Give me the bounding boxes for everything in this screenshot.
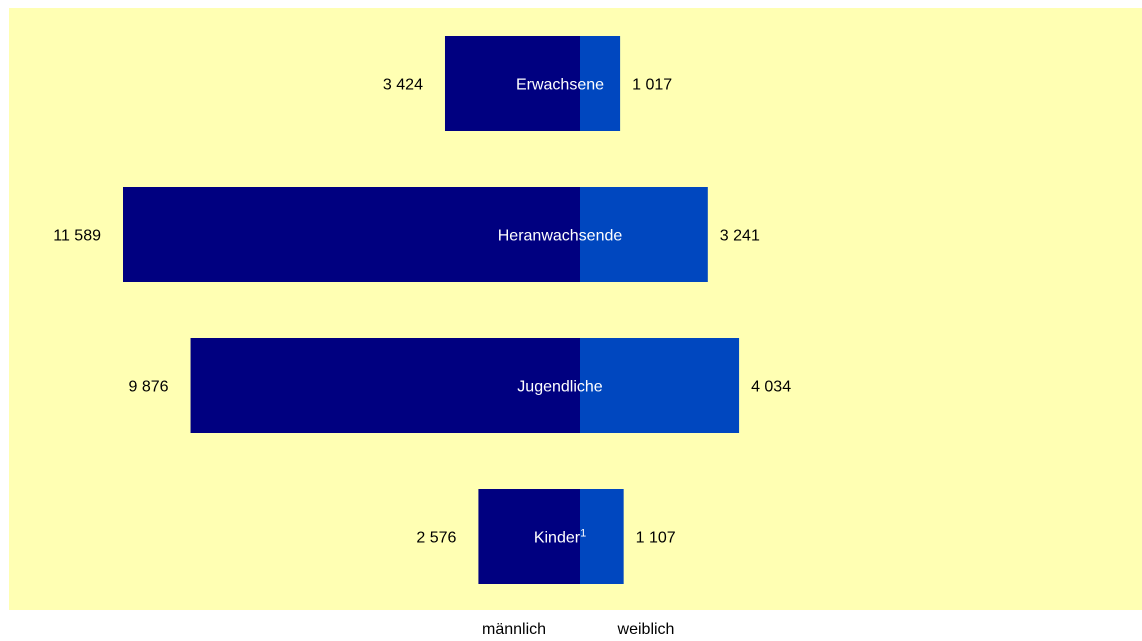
bar-male-kinder bbox=[478, 489, 580, 584]
legend-label-male: männlich bbox=[482, 621, 546, 636]
bar-male-erwachsene bbox=[444, 36, 580, 131]
category-label-erwachsene: Erwachsene bbox=[516, 77, 604, 94]
value-label-male: 3 424 bbox=[383, 77, 423, 94]
bar-female-kinder bbox=[580, 489, 624, 584]
value-label-male: 2 576 bbox=[416, 530, 456, 547]
category-labels-group: Erwachsene Heranwachsende Jugendliche Kinde… bbox=[498, 77, 623, 547]
value-labels-group: 3 424 1 017 11 589 3 241 9 876 4 034 2 576 1 10… bbox=[53, 77, 791, 547]
bars-group bbox=[123, 36, 740, 584]
bar-female-heranwachsende bbox=[580, 187, 708, 282]
value-label-female: 1 017 bbox=[632, 77, 672, 94]
category-label-kinder: Kinder1 bbox=[534, 528, 586, 547]
value-label-male: 11 589 bbox=[53, 228, 101, 245]
legend: männlich weiblich bbox=[482, 621, 675, 638]
bar-male-jugendliche bbox=[190, 338, 580, 433]
category-label-heranwachsende: Heranwachsende bbox=[498, 228, 623, 245]
category-label-jugendliche: Jugendliche bbox=[517, 379, 603, 396]
value-label-female: 1 107 bbox=[636, 530, 676, 547]
bar-female-erwachsene bbox=[580, 36, 621, 131]
value-label-female: 4 034 bbox=[751, 379, 791, 396]
bar-female-jugendliche bbox=[580, 338, 740, 433]
value-label-female: 3 241 bbox=[720, 228, 760, 245]
bar-male-heranwachsende bbox=[123, 187, 580, 282]
legend-label-female: weiblich bbox=[617, 621, 675, 636]
value-label-male: 9 876 bbox=[129, 379, 169, 396]
footnote-marker: 1 bbox=[580, 528, 586, 540]
